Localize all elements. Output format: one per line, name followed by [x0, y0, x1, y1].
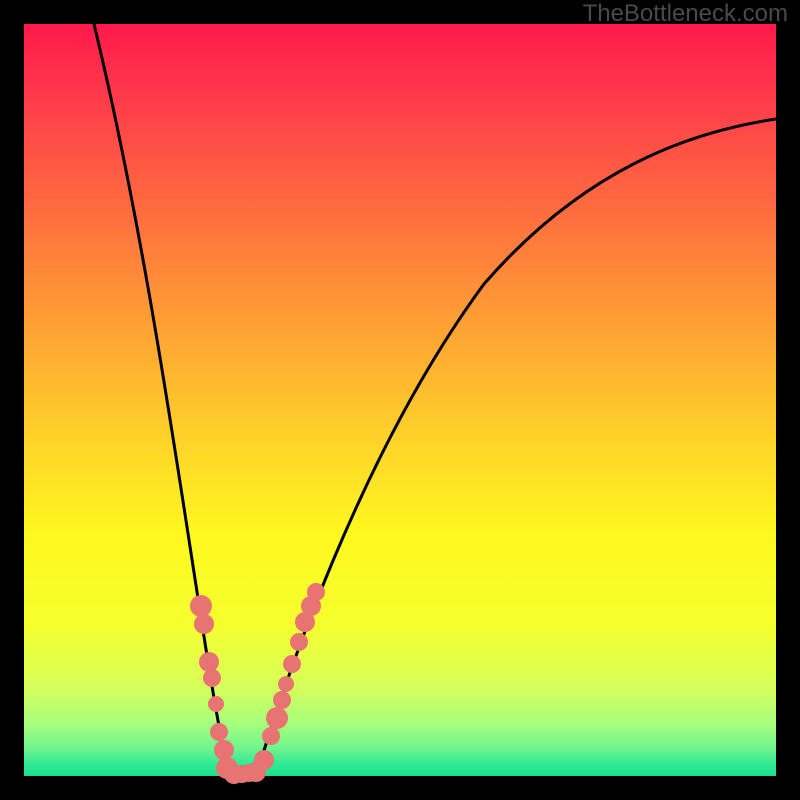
data-marker [278, 676, 294, 692]
plot-frame [24, 24, 776, 776]
chart-root: TheBottleneck.com [0, 0, 800, 800]
marker-layer [24, 24, 776, 776]
data-marker [290, 633, 308, 651]
data-marker [307, 583, 325, 601]
data-marker [273, 691, 291, 709]
data-marker [262, 727, 280, 745]
data-marker [203, 669, 221, 687]
data-marker [194, 614, 214, 634]
data-marker [208, 696, 224, 712]
data-marker [266, 707, 288, 729]
data-marker [254, 750, 274, 770]
data-marker [210, 723, 228, 741]
data-marker [283, 655, 301, 673]
